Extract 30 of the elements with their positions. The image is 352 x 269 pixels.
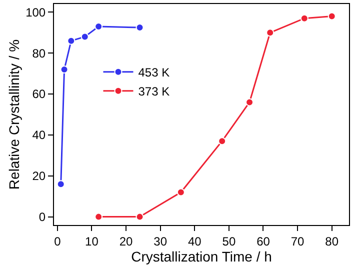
x-tick-label: 10 bbox=[85, 234, 99, 248]
x-tick-label: 20 bbox=[119, 234, 134, 248]
legend-label: 373 K bbox=[138, 84, 170, 99]
y-axis-title: Relative Crystallinity / % bbox=[6, 39, 22, 190]
y-tick-label: 40 bbox=[32, 128, 46, 142]
y-tick-label: 20 bbox=[32, 169, 46, 184]
x-tick-label: 30 bbox=[154, 234, 168, 248]
y-tick-label: 100 bbox=[26, 5, 46, 20]
point bbox=[328, 12, 336, 20]
y-tick-label: 0 bbox=[38, 210, 46, 224]
x-tick-label: 60 bbox=[256, 234, 270, 248]
point bbox=[218, 137, 226, 146]
point bbox=[266, 28, 274, 37]
point bbox=[94, 212, 103, 221]
y-tick-label: 60 bbox=[32, 87, 46, 102]
point bbox=[56, 180, 65, 188]
legend-label: 453 K bbox=[138, 66, 170, 80]
point bbox=[136, 212, 144, 221]
point bbox=[67, 36, 76, 45]
point bbox=[176, 188, 185, 196]
x-tick-label: 0 bbox=[54, 234, 62, 248]
point bbox=[60, 65, 68, 74]
x-tick-label: 80 bbox=[325, 234, 339, 248]
x-tick-label: 40 bbox=[188, 234, 202, 248]
point bbox=[80, 32, 89, 41]
x-tick-label: 70 bbox=[290, 234, 305, 248]
x-axis-title: Crystallization Time / h bbox=[131, 248, 272, 265]
x-tick-label: 50 bbox=[222, 234, 236, 248]
point bbox=[300, 14, 308, 22]
y-tick-label: 80 bbox=[32, 46, 46, 60]
